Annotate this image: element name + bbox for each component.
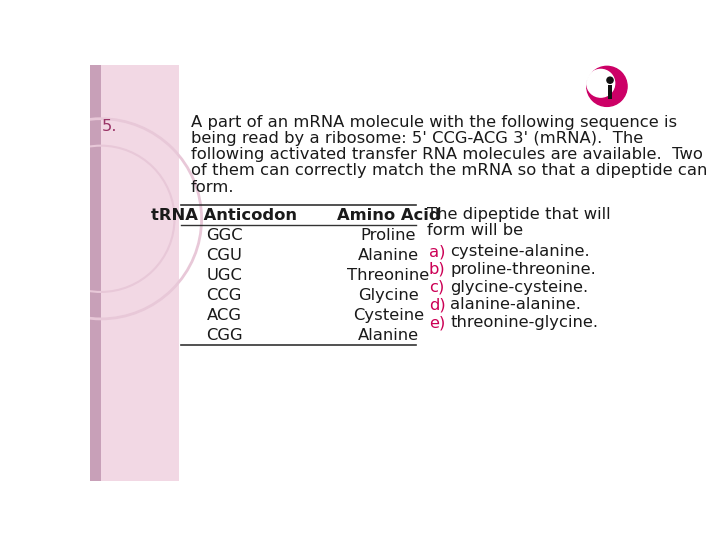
Text: Cysteine: Cysteine bbox=[353, 308, 424, 323]
Text: form will be: form will be bbox=[427, 222, 523, 238]
Text: following activated transfer RNA molecules are available.  Two: following activated transfer RNA molecul… bbox=[191, 147, 703, 162]
FancyBboxPatch shape bbox=[90, 65, 101, 481]
Text: threonine-glycine.: threonine-glycine. bbox=[451, 315, 598, 330]
Text: Amino Acid: Amino Acid bbox=[336, 208, 440, 223]
Circle shape bbox=[587, 66, 627, 106]
Text: Proline: Proline bbox=[361, 228, 416, 243]
Text: cysteine-alanine.: cysteine-alanine. bbox=[451, 244, 590, 259]
Text: Glycine: Glycine bbox=[358, 288, 419, 303]
Text: Alanine: Alanine bbox=[358, 328, 419, 343]
Text: GGC: GGC bbox=[206, 228, 243, 243]
Text: being read by a ribosome: 5' CCG-ACG 3' (mRNA).  The: being read by a ribosome: 5' CCG-ACG 3' … bbox=[191, 131, 643, 146]
Text: A part of an mRNA molecule with the following sequence is: A part of an mRNA molecule with the foll… bbox=[191, 115, 677, 130]
Text: of them can correctly match the mRNA so that a dipeptide can: of them can correctly match the mRNA so … bbox=[191, 164, 707, 178]
Text: ACG: ACG bbox=[207, 308, 242, 323]
Text: alanine-alanine.: alanine-alanine. bbox=[451, 298, 581, 312]
Text: d): d) bbox=[428, 298, 446, 312]
Text: 5.: 5. bbox=[102, 119, 117, 134]
Text: b): b) bbox=[428, 262, 446, 277]
Text: The dipeptide that will: The dipeptide that will bbox=[427, 207, 611, 222]
Text: UGC: UGC bbox=[206, 268, 242, 283]
Text: Alanine: Alanine bbox=[358, 248, 419, 263]
Text: e): e) bbox=[428, 315, 445, 330]
Text: CGG: CGG bbox=[206, 328, 243, 343]
Text: c): c) bbox=[428, 280, 444, 295]
FancyBboxPatch shape bbox=[90, 65, 179, 481]
Circle shape bbox=[587, 70, 615, 97]
Text: glycine-cysteine.: glycine-cysteine. bbox=[451, 280, 588, 295]
Text: a): a) bbox=[428, 244, 445, 259]
FancyBboxPatch shape bbox=[608, 85, 612, 99]
Text: Threonine: Threonine bbox=[347, 268, 430, 283]
Text: form.: form. bbox=[191, 179, 234, 194]
Circle shape bbox=[607, 77, 613, 83]
Text: CGU: CGU bbox=[206, 248, 242, 263]
Text: tRNA Anticodon: tRNA Anticodon bbox=[151, 208, 297, 223]
Text: CCG: CCG bbox=[207, 288, 242, 303]
Text: proline-threonine.: proline-threonine. bbox=[451, 262, 596, 277]
